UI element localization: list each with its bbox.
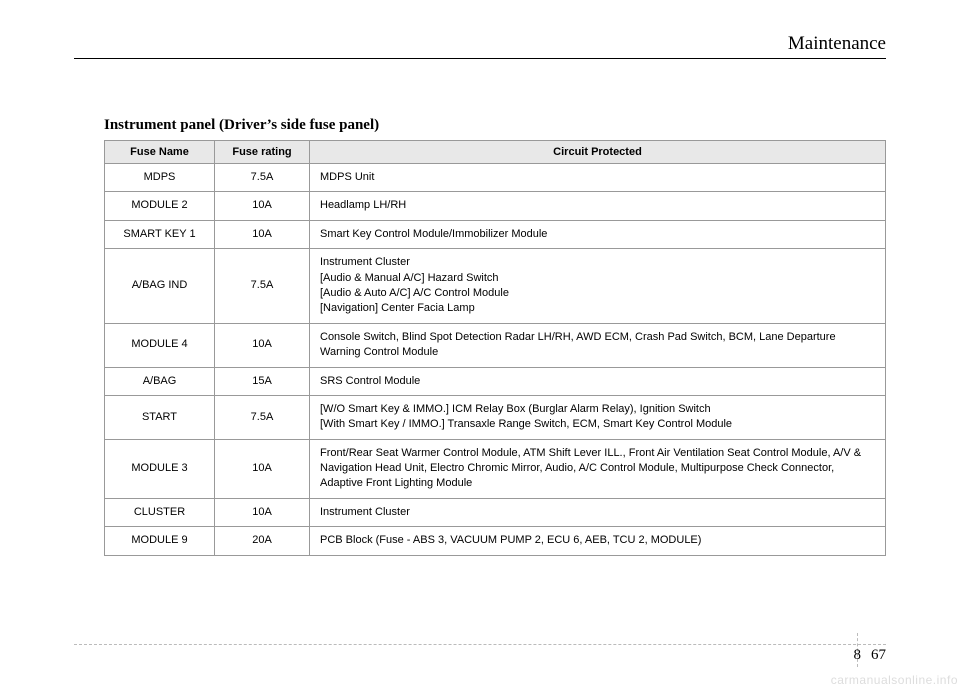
cell-fuse-rating: 20A (215, 527, 310, 555)
cell-fuse-rating: 10A (215, 498, 310, 526)
cell-fuse-rating: 10A (215, 192, 310, 220)
table-header-row: Fuse Name Fuse rating Circuit Protected (105, 141, 886, 164)
table-row: MODULE 410AConsole Switch, Blind Spot De… (105, 323, 886, 367)
cell-fuse-rating: 7.5A (215, 249, 310, 324)
cell-fuse-name: START (105, 395, 215, 439)
section-number-label: 8 (854, 647, 862, 664)
watermark: carmanualsonline.info (831, 673, 958, 687)
page-number: 8 67 (854, 647, 887, 664)
table-row: A/BAG IND7.5AInstrument Cluster[Audio & … (105, 249, 886, 324)
cell-fuse-rating: 10A (215, 323, 310, 367)
table-row: MODULE 210AHeadlamp LH/RH (105, 192, 886, 220)
cell-fuse-name: A/BAG IND (105, 249, 215, 324)
table-row: MODULE 920APCB Block (Fuse - ABS 3, VACU… (105, 527, 886, 555)
cell-fuse-name: MODULE 2 (105, 192, 215, 220)
page: Maintenance Instrument panel (Driver’s s… (0, 0, 960, 689)
footer-rule (74, 644, 886, 645)
cell-fuse-name: MODULE 9 (105, 527, 215, 555)
page-number-label: 67 (871, 647, 886, 664)
table-row: A/BAG15ASRS Control Module (105, 367, 886, 395)
cell-circuit: Instrument Cluster (310, 498, 886, 526)
cell-fuse-rating: 7.5A (215, 164, 310, 192)
cell-circuit: SRS Control Module (310, 367, 886, 395)
cell-circuit: Smart Key Control Module/Immobilizer Mod… (310, 220, 886, 248)
cell-circuit: Front/Rear Seat Warmer Control Module, A… (310, 439, 886, 498)
table-row: MODULE 310AFront/Rear Seat Warmer Contro… (105, 439, 886, 498)
table-row: MDPS7.5AMDPS Unit (105, 164, 886, 192)
cell-circuit: Headlamp LH/RH (310, 192, 886, 220)
cell-fuse-rating: 7.5A (215, 395, 310, 439)
cell-circuit: PCB Block (Fuse - ABS 3, VACUUM PUMP 2, … (310, 527, 886, 555)
cell-fuse-rating: 10A (215, 220, 310, 248)
col-circuit-protected: Circuit Protected (310, 141, 886, 164)
cell-circuit: Console Switch, Blind Spot Detection Rad… (310, 323, 886, 367)
table-row: SMART KEY 110ASmart Key Control Module/I… (105, 220, 886, 248)
cell-fuse-name: A/BAG (105, 367, 215, 395)
fuse-table: Fuse Name Fuse rating Circuit Protected … (104, 140, 886, 556)
cell-fuse-rating: 10A (215, 439, 310, 498)
panel-subtitle: Instrument panel (Driver’s side fuse pan… (104, 117, 379, 134)
col-fuse-name: Fuse Name (105, 141, 215, 164)
cell-circuit: Instrument Cluster[Audio & Manual A/C] H… (310, 249, 886, 324)
table-row: START7.5A[W/O Smart Key & IMMO.] ICM Rel… (105, 395, 886, 439)
cell-fuse-name: MODULE 3 (105, 439, 215, 498)
cell-fuse-name: MODULE 4 (105, 323, 215, 367)
col-fuse-rating: Fuse rating (215, 141, 310, 164)
cell-circuit: [W/O Smart Key & IMMO.] ICM Relay Box (B… (310, 395, 886, 439)
section-title: Maintenance (788, 33, 886, 55)
table-row: CLUSTER10AInstrument Cluster (105, 498, 886, 526)
cell-fuse-rating: 15A (215, 367, 310, 395)
cell-fuse-name: SMART KEY 1 (105, 220, 215, 248)
cell-circuit: MDPS Unit (310, 164, 886, 192)
cell-fuse-name: MDPS (105, 164, 215, 192)
cell-fuse-name: CLUSTER (105, 498, 215, 526)
header-rule (74, 58, 886, 59)
